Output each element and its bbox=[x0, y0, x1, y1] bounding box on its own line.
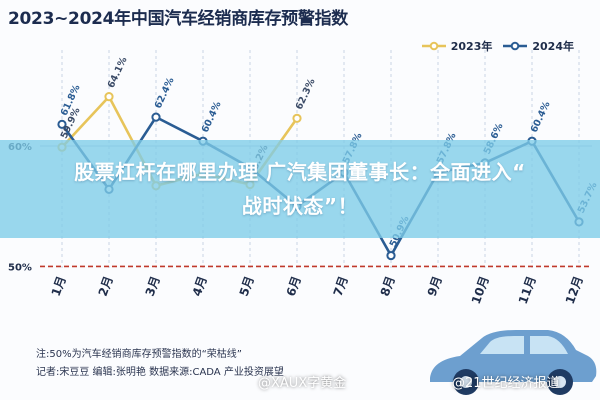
car-illustration-icon bbox=[430, 330, 597, 395]
y-tick-label: 50% bbox=[8, 262, 32, 273]
x-tick-label: 11月 bbox=[516, 274, 539, 306]
x-tick-label: 5月 bbox=[237, 274, 257, 298]
x-tick-label: 8月 bbox=[378, 274, 398, 298]
x-tick-label: 7月 bbox=[331, 274, 351, 298]
legend-swatch-2024 bbox=[503, 41, 528, 51]
x-tick-label: 9月 bbox=[425, 274, 445, 298]
data-point bbox=[57, 119, 67, 129]
x-tick-label: 2月 bbox=[96, 274, 116, 298]
legend-item-2023: 2023年 bbox=[421, 38, 493, 54]
chart-footer: 注:50%为汽车经销商库存预警指数的“荣枯线” 记者:宋豆豆 编辑:张明艳 数据… bbox=[36, 346, 284, 382]
legend-label-2023: 2023年 bbox=[450, 40, 493, 53]
headline-banner: 股票杠杆在哪里办理 广汽集团董事长：全面进入“ 战时状态”！ bbox=[0, 140, 600, 238]
legend-item-2024: 2024年 bbox=[502, 38, 574, 54]
data-point bbox=[151, 112, 161, 122]
data-point bbox=[386, 250, 396, 261]
x-tick-label: 6月 bbox=[284, 274, 304, 298]
watermark-1: @XAUX字黄金 bbox=[258, 376, 347, 391]
credits: 记者:宋豆豆 编辑:张明艳 数据来源:CADA 产业投资展望 bbox=[36, 367, 284, 378]
data-point bbox=[104, 92, 114, 102]
x-tick-label: 3月 bbox=[143, 274, 163, 298]
x-tick-label: 1月 bbox=[49, 274, 69, 298]
x-tick-label: 4月 bbox=[190, 274, 210, 298]
legend-label-2024: 2024年 bbox=[532, 40, 574, 53]
headline-line-1: 股票杠杆在哪里办理 广汽集团董事长：全面进入“ bbox=[74, 160, 526, 184]
footnote: 注:50%为汽车经销商库存预警指数的“荣枯线” bbox=[36, 349, 242, 360]
legend-swatch-2023 bbox=[421, 41, 446, 51]
headline-line-2: 战时状态”！ bbox=[241, 194, 359, 218]
headline-text: 股票杠杆在哪里办理 广汽集团董事长：全面进入“ 战时状态”！ bbox=[10, 155, 590, 223]
chart-title: 2023~2024年中国汽车经销商库存预警指数 bbox=[8, 9, 348, 29]
chart-legend: 2023年 2024年 bbox=[421, 38, 574, 54]
x-tick-label: 10月 bbox=[469, 274, 492, 306]
watermark-2: @21世纪经济报道 bbox=[452, 376, 560, 391]
data-point bbox=[292, 113, 302, 123]
x-tick-label: 12月 bbox=[563, 274, 586, 306]
data-label: 64.1% bbox=[106, 55, 130, 90]
